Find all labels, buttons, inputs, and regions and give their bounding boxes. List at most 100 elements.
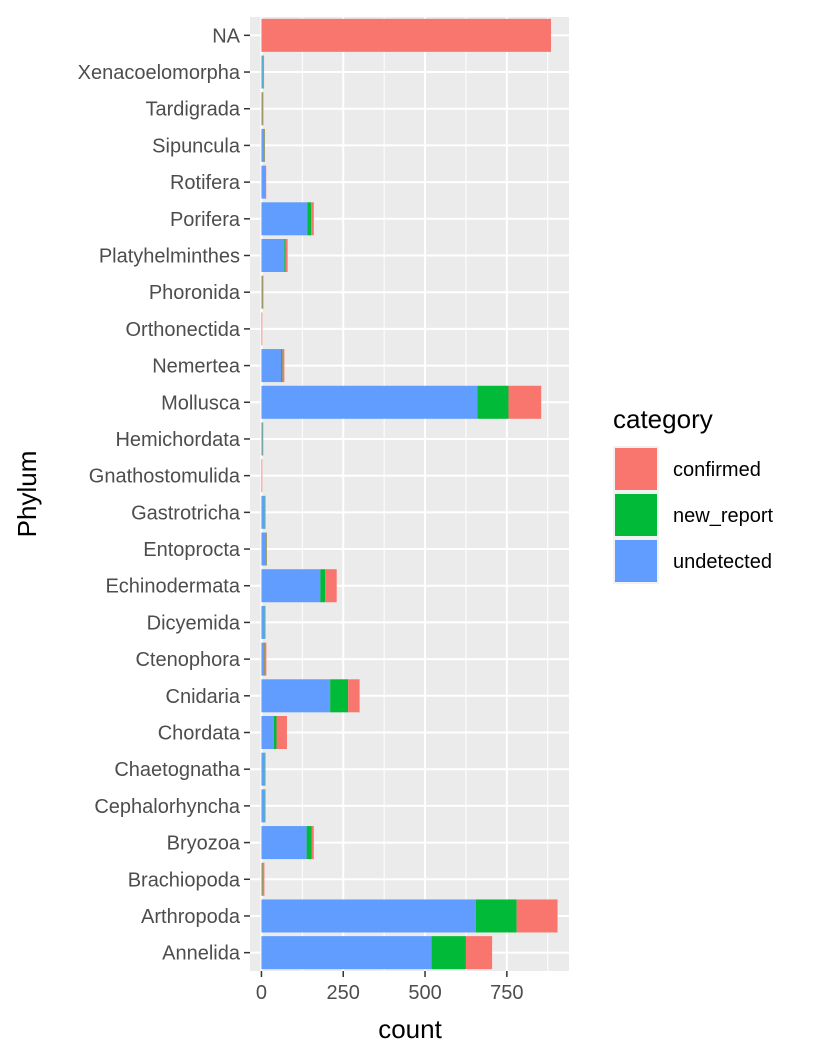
bar-undetected-platyhelminthes (261, 238, 285, 273)
y-tick-label: NA (212, 25, 240, 47)
y-tick-label: Sipuncula (152, 135, 241, 157)
y-tick-label: Tardigrada (145, 99, 240, 121)
bar-new_report-gastrotricha (264, 495, 266, 529)
legend-swatch-undetected (615, 540, 657, 582)
bar-new_report-cnidaria (330, 679, 349, 713)
bar-undetected-cnidaria (261, 679, 331, 713)
minor-gridlines (301, 17, 549, 971)
legend-label-confirmed: confirmed (673, 459, 761, 481)
bar-undetected-xenacoelomorpha (261, 55, 263, 89)
bar-undetected-orthonectida (261, 312, 262, 346)
legend-title: category (613, 404, 713, 434)
bar-confirmed-chordata (276, 715, 287, 750)
y-tick-label: Nemertea (152, 356, 241, 378)
bar-undetected-porifera (261, 202, 308, 236)
y-tick-label: Gastrotricha (131, 502, 241, 524)
legend-label-undetected: undetected (673, 551, 772, 573)
bar-confirmed-brachiopoda (262, 862, 265, 896)
bar-confirmed-phoronida (262, 275, 264, 309)
bar-new_report-chordata (273, 715, 277, 750)
bar-new_report-tardigrada (262, 92, 263, 126)
y-tick-label: Gnathostomulida (89, 466, 241, 488)
bar-new_report-bryozoa (306, 826, 312, 860)
bar-confirmed-echinodermata (325, 569, 337, 603)
bar-new_report-annelida (431, 936, 466, 970)
x-axis: 0 250 500 750 (256, 971, 524, 1004)
y-tick-label: Xenacoelomorpha (78, 62, 241, 84)
bar-new_report-hemichordata (262, 422, 263, 456)
y-tick-label: Echinodermata (105, 576, 240, 598)
bar-confirmed-xenacoelomorpha (263, 55, 265, 89)
bar-new_report-echinodermata (320, 569, 326, 603)
bar-confirmed-cnidaria (348, 679, 360, 713)
legend: category confirmed new_report undetected (613, 404, 774, 584)
bar-undetected-cephalorhyncha (261, 789, 265, 823)
bar-confirmed-cephalorhyncha (265, 789, 266, 823)
bar-undetected-brachiopoda (261, 862, 263, 896)
bar-undetected-rotifera (261, 165, 266, 199)
bar-new_report-cephalorhyncha (264, 789, 266, 823)
bar-confirmed-rotifera (265, 165, 267, 199)
bar-confirmed-na (261, 18, 552, 52)
bar-undetected-annelida (261, 936, 432, 970)
x-tick-label: 250 (327, 982, 360, 1004)
bar-confirmed-nemertea (282, 349, 285, 383)
y-tick-label: Orthonectida (125, 319, 240, 341)
bar-new_report-nemertea (281, 349, 283, 383)
bar-undetected-ctenophora (261, 642, 265, 676)
bar-new_report-dicyemida (264, 605, 266, 639)
bar-new_report-platyhelminthes (284, 238, 286, 273)
y-tick-label: Arthropoda (141, 906, 241, 928)
bar-undetected-bryozoa (261, 826, 307, 860)
y-tick-label: Annelida (162, 943, 241, 965)
bar-new_report-xenacoelomorpha (262, 55, 264, 89)
y-tick-label: Rotifera (170, 172, 241, 194)
bar-confirmed-sipuncula (264, 128, 265, 162)
bar-undetected-gastrotricha (261, 495, 265, 529)
bar-confirmed-bryozoa (311, 826, 314, 860)
bar-undetected-gnathostomulida (261, 459, 262, 493)
bar-undetected-echinodermata (261, 569, 321, 603)
x-tick-label: 0 (256, 982, 267, 1004)
bar-new_report-mollusca (477, 385, 509, 419)
bar-confirmed-annelida (465, 936, 493, 970)
y-tick-label: Hemichordata (115, 429, 240, 451)
y-tick-label: Phoronida (149, 282, 241, 304)
bar-confirmed-mollusca (508, 385, 542, 419)
y-axis-title: Phylum (12, 451, 42, 538)
y-tick-label: Brachiopoda (128, 869, 241, 891)
bar-new_report-brachiopoda (262, 862, 263, 896)
bar-undetected-entoprocta (261, 532, 267, 566)
bar-new_report-chaetognatha (264, 752, 266, 786)
bar-undetected-arthropoda (261, 899, 476, 933)
legend-label-new_report: new_report (673, 505, 774, 527)
bar-undetected-phoronida (261, 275, 263, 309)
bar-confirmed-chaetognatha (265, 752, 266, 786)
y-tick-label: Platyhelminthes (99, 246, 240, 268)
bar-undetected-mollusca (261, 385, 478, 419)
bar-new_report-entoprocta (266, 532, 267, 566)
bar-confirmed-gastrotricha (265, 495, 266, 529)
legend-swatch-confirmed (615, 448, 657, 490)
bar-undetected-tardigrada (261, 92, 263, 126)
y-tick-label: Porifera (170, 209, 241, 231)
bar-new_report-rotifera (265, 165, 266, 199)
bars (261, 18, 558, 970)
bar-undetected-hemichordata (261, 422, 263, 456)
bar-new_report-phoronida (262, 275, 263, 309)
y-tick-label: Mollusca (161, 392, 241, 414)
y-tick-label: Bryozoa (167, 833, 241, 855)
bar-new_report-porifera (307, 202, 312, 236)
y-tick-label: Chaetognatha (114, 759, 241, 781)
bar-undetected-dicyemida (261, 605, 265, 639)
bar-confirmed-dicyemida (265, 605, 266, 639)
y-tick-label: Entoprocta (143, 539, 241, 561)
bar-confirmed-porifera (311, 202, 314, 236)
y-tick-label: Cephalorhyncha (94, 796, 241, 818)
bar-new_report-ctenophora (264, 642, 265, 676)
x-tick-label: 750 (490, 982, 523, 1004)
bar-undetected-nemertea (261, 349, 282, 383)
bar-new_report-sipuncula (264, 128, 265, 162)
x-tick-label: 500 (408, 982, 441, 1004)
